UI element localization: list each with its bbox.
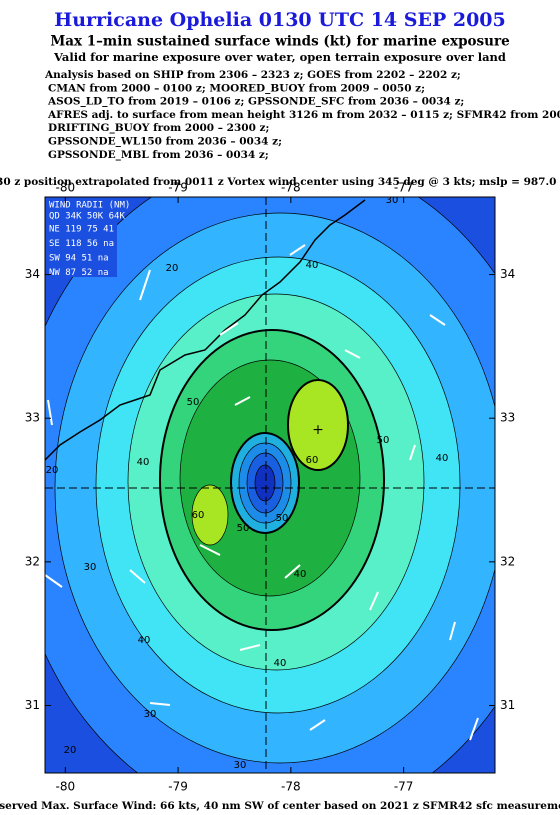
analysis-line: GPSSONDE_MBL from 2036 – 0034 z; bbox=[48, 149, 269, 162]
contour-label: 20 bbox=[64, 745, 77, 756]
radii-header: QD 34K 50K 64K bbox=[49, 212, 125, 222]
radii-row: NE 119 75 41 bbox=[49, 225, 114, 235]
footer: Observed Max. Surface Wind: 66 kts, 40 n… bbox=[0, 800, 560, 812]
note: Valid for marine exposure over water, op… bbox=[53, 50, 506, 64]
analysis-line: DRIFTING_BUOY from 2000 – 2300 z; bbox=[48, 122, 269, 135]
y-tick-label: 32 bbox=[500, 554, 515, 568]
y-tick-label: 31 bbox=[25, 698, 40, 712]
analysis-line: ASOS_LD_TO from 2019 – 0106 z; GPSSONDE_… bbox=[47, 96, 464, 109]
x-tick-label: -79 bbox=[168, 181, 188, 195]
contour-label: 40 bbox=[294, 569, 307, 580]
analysis: Analysis based on SHIP from 2306 – 2323 … bbox=[44, 69, 560, 162]
contour-label: 20 bbox=[166, 263, 179, 274]
contour-label: 40 bbox=[436, 453, 449, 464]
radii-title: WIND RADII (NM) bbox=[49, 201, 130, 211]
subtitle: Max 1–min sustained surface winds (kt) f… bbox=[50, 34, 509, 50]
map: WIND RADII (NM)QD 34K 50K 64K NE 119 75 4… bbox=[45, 195, 495, 773]
title: Hurricane Ophelia 0130 UTC 14 SEP 2005 bbox=[54, 9, 505, 31]
contour-label: 40 bbox=[306, 260, 319, 271]
radii-row: NW 87 52 na bbox=[49, 268, 109, 278]
map-frame bbox=[44, 196, 496, 774]
y-tick-label: 33 bbox=[25, 411, 40, 425]
contour-label: 30 bbox=[234, 760, 247, 771]
analysis-line: Analysis based on SHIP from 2306 – 2323 … bbox=[44, 69, 461, 81]
y-tick-label: 33 bbox=[500, 411, 515, 425]
y-tick-label: 34 bbox=[500, 267, 515, 281]
x-tick-label: -78 bbox=[281, 780, 301, 794]
contour-label: 50 bbox=[377, 435, 390, 446]
contour-label: 50 bbox=[187, 397, 200, 408]
contour-label: 30 bbox=[386, 195, 399, 206]
contour-label: 50 bbox=[237, 523, 250, 534]
x-tick-label: -77 bbox=[394, 181, 414, 195]
y-tick-label: 34 bbox=[25, 267, 40, 281]
y-tick-label: 31 bbox=[500, 698, 515, 712]
position: 0130 z position extrapolated from 0011 z… bbox=[0, 176, 560, 188]
contour-label: 60 bbox=[192, 510, 205, 521]
contour-label: 30 bbox=[84, 562, 97, 573]
x-tick-label: -80 bbox=[55, 181, 75, 195]
analysis-line: CMAN from 2000 – 0100 z; MOORED_BUOY fro… bbox=[48, 82, 425, 95]
x-tick-label: -79 bbox=[168, 780, 188, 794]
radii-row: SW 94 51 na bbox=[49, 254, 109, 264]
contour-label: 20 bbox=[46, 465, 59, 476]
contour-label: 60 bbox=[306, 455, 319, 466]
radii-row: SE 118 56 na bbox=[49, 239, 114, 249]
x-tick-label: -77 bbox=[394, 780, 414, 794]
contour-label: 50 bbox=[276, 513, 289, 524]
x-tick-label: -80 bbox=[55, 780, 75, 794]
y-tick-label: 32 bbox=[25, 554, 40, 568]
center-mark: + bbox=[312, 422, 324, 438]
analysis-line: AFRES adj. to surface from mean height 3… bbox=[47, 109, 560, 121]
contour-label: 40 bbox=[274, 658, 287, 669]
contour-label: 40 bbox=[138, 635, 151, 646]
contour-label: 30 bbox=[144, 709, 157, 720]
x-tick-label: -78 bbox=[281, 181, 301, 195]
analysis-line: GPSSONDE_WL150 from 2036 – 0034 z; bbox=[48, 136, 282, 149]
contour-label: 40 bbox=[137, 457, 150, 468]
